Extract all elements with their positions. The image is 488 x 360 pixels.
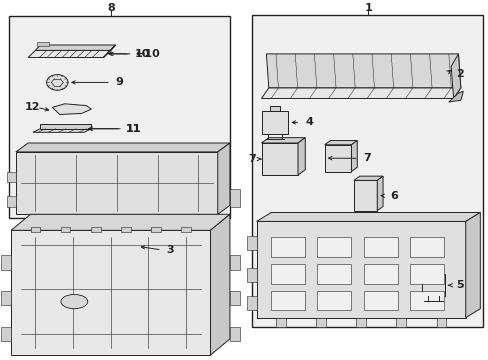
Bar xyxy=(324,145,351,171)
Polygon shape xyxy=(256,212,479,221)
Polygon shape xyxy=(261,138,305,143)
Bar xyxy=(356,318,366,327)
Bar xyxy=(409,238,443,257)
Polygon shape xyxy=(11,214,229,230)
Polygon shape xyxy=(16,143,229,152)
Bar xyxy=(261,143,297,175)
Polygon shape xyxy=(351,140,357,171)
Bar xyxy=(363,291,397,310)
Polygon shape xyxy=(450,54,460,98)
Bar xyxy=(151,227,161,232)
Bar xyxy=(436,318,446,327)
Polygon shape xyxy=(210,214,229,355)
Text: 11: 11 xyxy=(125,124,141,134)
Bar xyxy=(7,171,16,182)
Text: 12: 12 xyxy=(25,102,40,112)
Polygon shape xyxy=(28,50,111,58)
Bar xyxy=(261,111,287,134)
Bar xyxy=(1,255,11,270)
Polygon shape xyxy=(324,140,357,145)
Bar xyxy=(271,264,305,284)
Bar xyxy=(229,255,239,270)
Bar xyxy=(229,327,239,341)
Bar xyxy=(363,238,397,257)
Bar xyxy=(9,17,229,218)
Bar xyxy=(91,227,101,232)
Polygon shape xyxy=(103,45,116,58)
Bar xyxy=(246,268,256,282)
Text: 9: 9 xyxy=(116,77,123,87)
Bar xyxy=(37,42,49,46)
Bar xyxy=(11,230,210,355)
Bar xyxy=(1,291,11,305)
Bar xyxy=(16,152,217,214)
Polygon shape xyxy=(52,104,91,114)
Bar xyxy=(121,227,130,232)
Text: 3: 3 xyxy=(166,245,174,255)
Bar xyxy=(353,180,376,211)
Polygon shape xyxy=(261,88,460,98)
Polygon shape xyxy=(33,129,91,132)
Bar xyxy=(363,264,397,284)
Polygon shape xyxy=(266,54,460,88)
Bar xyxy=(396,318,406,327)
Polygon shape xyxy=(448,91,462,102)
Circle shape xyxy=(46,75,68,90)
Bar xyxy=(7,197,16,207)
Bar xyxy=(276,318,285,327)
Polygon shape xyxy=(35,45,116,50)
Text: 4: 4 xyxy=(305,117,312,127)
Bar xyxy=(61,227,70,232)
Bar xyxy=(317,238,351,257)
Text: 5: 5 xyxy=(455,280,463,290)
Text: 2: 2 xyxy=(455,68,463,78)
Bar xyxy=(421,274,445,296)
Bar xyxy=(256,221,465,318)
Polygon shape xyxy=(376,176,382,211)
Text: 6: 6 xyxy=(389,191,397,201)
Bar xyxy=(30,227,40,232)
Bar xyxy=(251,15,482,327)
Ellipse shape xyxy=(61,294,87,309)
Bar xyxy=(409,264,443,284)
Bar xyxy=(428,270,437,274)
Bar xyxy=(229,189,239,207)
Polygon shape xyxy=(353,176,382,180)
Polygon shape xyxy=(40,124,91,129)
Polygon shape xyxy=(465,212,479,318)
Text: 10: 10 xyxy=(135,49,150,59)
Bar xyxy=(271,291,305,310)
Bar xyxy=(317,291,351,310)
Bar xyxy=(271,238,305,257)
Polygon shape xyxy=(297,138,305,175)
Bar xyxy=(246,296,256,310)
Text: 7: 7 xyxy=(363,153,370,163)
Bar xyxy=(229,291,239,305)
Bar xyxy=(246,236,256,250)
Bar xyxy=(269,105,280,111)
Text: 11: 11 xyxy=(125,124,141,134)
Text: 1: 1 xyxy=(364,3,371,13)
Text: ←10: ←10 xyxy=(135,49,160,59)
Text: 8: 8 xyxy=(107,3,114,13)
Polygon shape xyxy=(217,143,229,214)
Bar xyxy=(317,264,351,284)
Bar xyxy=(409,291,443,310)
Bar xyxy=(316,318,325,327)
Bar xyxy=(181,227,191,232)
Text: 7: 7 xyxy=(247,154,255,164)
Bar xyxy=(1,327,11,341)
